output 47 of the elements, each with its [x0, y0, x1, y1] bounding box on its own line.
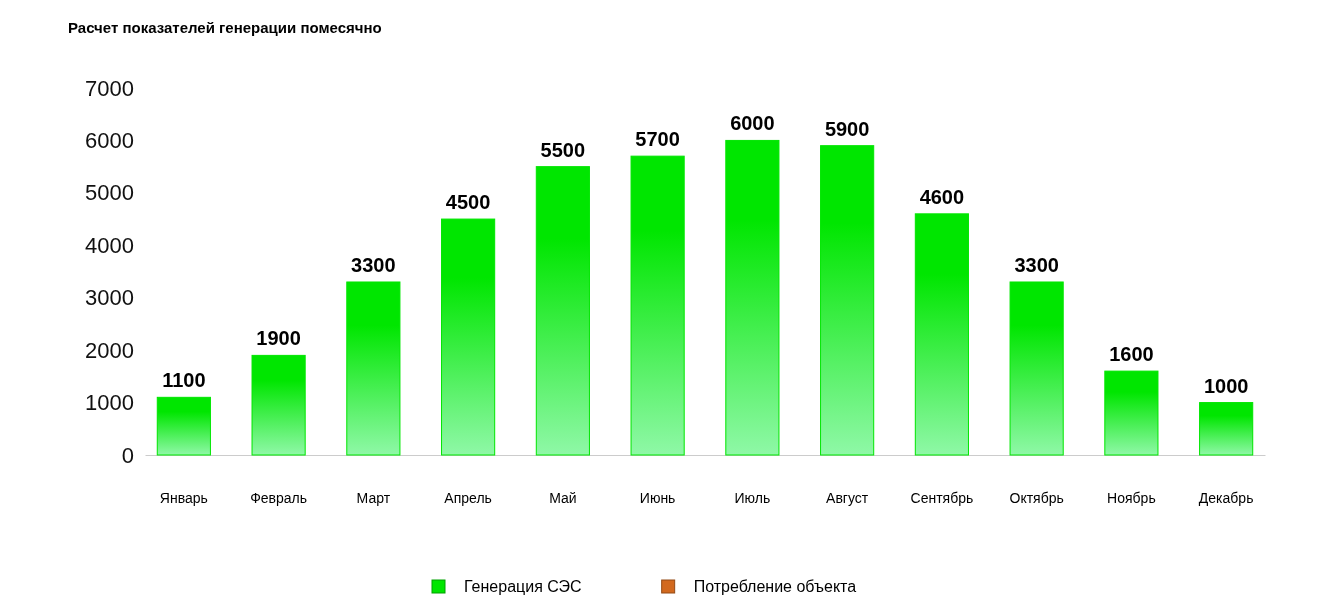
data-label: 1100 [162, 369, 206, 392]
bar [630, 155, 685, 456]
x-tick-label: Май [549, 489, 577, 506]
bar [251, 354, 306, 456]
data-label: 3300 [351, 253, 396, 276]
bar [820, 145, 875, 456]
y-tick-label: 7000 [85, 75, 134, 101]
data-label: 1600 [1109, 343, 1154, 366]
bar [346, 281, 401, 456]
data-label: 4600 [919, 185, 965, 208]
data-label: 5700 [635, 128, 680, 151]
bar [441, 218, 496, 456]
y-tick-label: 6000 [85, 127, 134, 153]
y-tick-label: 4000 [85, 232, 134, 258]
bar [725, 139, 780, 456]
x-tick-label: Сентябрь [910, 489, 974, 506]
data-label: 4500 [445, 191, 491, 214]
bar [914, 213, 969, 456]
bar [1104, 370, 1159, 456]
y-tick-label: 0 [121, 442, 134, 468]
data-label: 6000 [730, 112, 775, 135]
data-label: 5900 [824, 117, 870, 140]
bar [535, 166, 590, 456]
x-tick-label: Июнь [639, 489, 676, 506]
bar [1199, 402, 1254, 456]
data-label: 1000 [1203, 374, 1249, 397]
bar [1009, 281, 1064, 456]
x-tick-label: Март [356, 489, 391, 506]
x-tick-label: Октябрь [1009, 489, 1064, 506]
y-tick-label: 2000 [85, 337, 134, 363]
x-tick-label: Февраль [250, 489, 308, 506]
y-tick-label: 5000 [85, 180, 134, 206]
legend-label: Генерация СЭС [464, 578, 582, 595]
x-tick-label: Январь [159, 489, 208, 506]
x-tick-label: Июль [734, 489, 771, 506]
x-tick-label: Декабрь [1198, 489, 1254, 506]
data-label: 1900 [256, 327, 301, 350]
y-tick-label: 3000 [85, 285, 134, 311]
data-label: 5500 [540, 138, 586, 161]
x-tick-label: Ноябрь [1107, 489, 1156, 506]
data-label: 3300 [1014, 253, 1059, 276]
legend-label: Потребление объекта [693, 578, 857, 595]
y-tick-label: 1000 [85, 390, 134, 416]
chart-title: Расчет показателей генерации помесячно [68, 19, 382, 36]
bar [156, 396, 211, 456]
x-tick-label: Август [826, 489, 869, 506]
x-tick-label: Апрель [444, 489, 492, 506]
